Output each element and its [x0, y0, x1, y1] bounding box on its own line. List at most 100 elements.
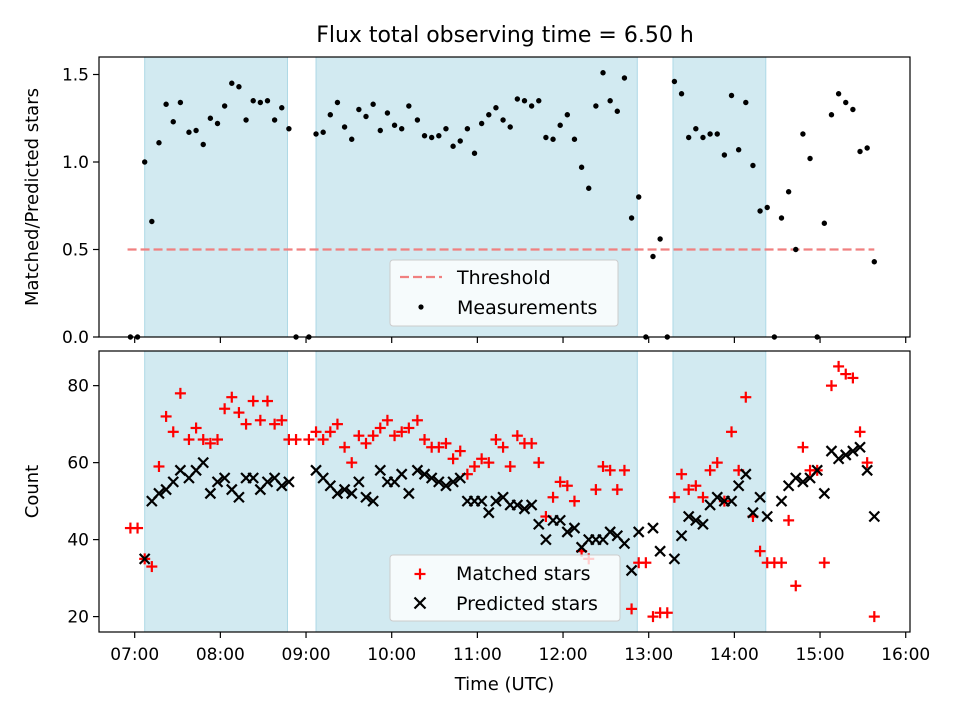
x-b — [418, 468, 431, 480]
measurement-point — [593, 103, 599, 109]
measurement-point — [650, 253, 656, 260]
measurement-point — [214, 120, 221, 127]
predicted-star-point — [868, 510, 881, 523]
predicted-star-point — [568, 522, 581, 534]
legend-measurements-label: Measurements — [457, 297, 597, 319]
x-tick-label: 08:00 — [196, 645, 245, 665]
matched-star-point — [611, 484, 623, 496]
measurement-point — [349, 136, 355, 142]
matched-star-point — [346, 457, 358, 469]
x-b — [861, 464, 873, 477]
x-b — [625, 564, 638, 577]
matched-star-point — [219, 403, 231, 415]
matched-star-point — [440, 437, 452, 449]
measurement-point — [586, 185, 592, 191]
measurement-point — [628, 215, 635, 221]
x-b — [247, 472, 259, 484]
x-b — [725, 495, 738, 507]
x-b — [413, 596, 427, 610]
predicted-star-point — [440, 479, 452, 492]
measurement-point — [707, 131, 713, 137]
x-b — [138, 553, 151, 565]
measurement-point — [250, 98, 256, 104]
predicted-star-point — [668, 553, 681, 565]
x-b — [233, 491, 245, 504]
x-b — [433, 476, 445, 488]
measurement-point — [264, 98, 271, 104]
x-b — [540, 533, 552, 546]
observing-window — [672, 56, 767, 338]
predicted-star-point — [374, 464, 387, 477]
matched-star-point — [547, 491, 559, 503]
matched-star-point — [847, 372, 859, 384]
matched-star-point — [797, 441, 809, 453]
measurement-point — [370, 101, 376, 107]
matched-star-point — [683, 484, 695, 496]
matched-star-point — [254, 414, 266, 426]
measurement-point — [384, 110, 391, 116]
x-b — [360, 491, 372, 504]
matched-star-point — [331, 418, 343, 430]
predicted-star-point — [454, 472, 467, 484]
x-b — [868, 510, 881, 523]
matched-star-point — [247, 395, 259, 407]
x-b — [690, 514, 702, 527]
y-tick-label: 20 — [67, 608, 89, 628]
matched-star-point — [233, 407, 245, 419]
measurement-point — [614, 108, 620, 114]
matched-star-point — [647, 611, 659, 623]
predicted-star-point — [797, 476, 809, 488]
x-b — [604, 526, 616, 538]
predicted-star-point — [754, 491, 766, 504]
measurement-point — [286, 126, 292, 132]
matched-star-point — [640, 557, 652, 569]
x-b — [310, 464, 322, 477]
matched-star-point — [174, 387, 186, 399]
matched-star-point — [711, 457, 723, 469]
measurement-point — [141, 159, 148, 165]
measurement-point — [571, 136, 578, 142]
x-b — [747, 506, 759, 519]
measurement-point — [464, 126, 471, 132]
legend-box — [389, 259, 619, 327]
axes-frame — [98, 350, 911, 633]
predicted-star-point — [561, 526, 574, 538]
x-tick-label: 16:00 — [881, 645, 930, 665]
measurement-points — [127, 70, 878, 340]
x-b — [395, 468, 408, 480]
x-b — [825, 445, 838, 457]
y-tick-label: 80 — [67, 377, 89, 397]
measurement-point — [678, 91, 685, 97]
predicted-star-point — [725, 495, 738, 507]
x-tick-label: 11:00 — [453, 645, 502, 665]
matched-star-point — [704, 464, 716, 476]
x-b — [611, 529, 624, 542]
predicted-star-point — [353, 476, 365, 488]
measurement-point — [177, 99, 184, 106]
predicted-star-point — [490, 495, 502, 507]
matched-star-point — [190, 422, 202, 434]
x-b — [854, 441, 866, 454]
legend: Threshold Measurements — [389, 259, 619, 327]
x-tick-label: 15:00 — [796, 645, 845, 665]
matched-star-point — [497, 441, 509, 453]
y-tick-label: 60 — [67, 454, 89, 474]
measurement-point — [334, 99, 341, 106]
predicted-star-point — [338, 483, 351, 496]
x-b — [654, 545, 666, 557]
measurement-point — [186, 129, 192, 135]
y-axis-label: Matched/Predicted stars — [22, 88, 43, 306]
measurement-point — [578, 164, 585, 170]
measurement-point — [327, 112, 334, 118]
matched-star-point — [317, 434, 329, 446]
x-b — [475, 495, 488, 507]
measurement-point — [414, 117, 421, 123]
x-b — [275, 479, 288, 492]
matched-star-point — [597, 460, 609, 472]
predicted-star-point — [247, 472, 259, 484]
matched-star-point — [389, 430, 401, 442]
matched-star-point — [697, 491, 709, 503]
x-b — [324, 479, 337, 492]
legend-matched-swatch — [414, 568, 426, 580]
measurement-point — [821, 220, 828, 226]
